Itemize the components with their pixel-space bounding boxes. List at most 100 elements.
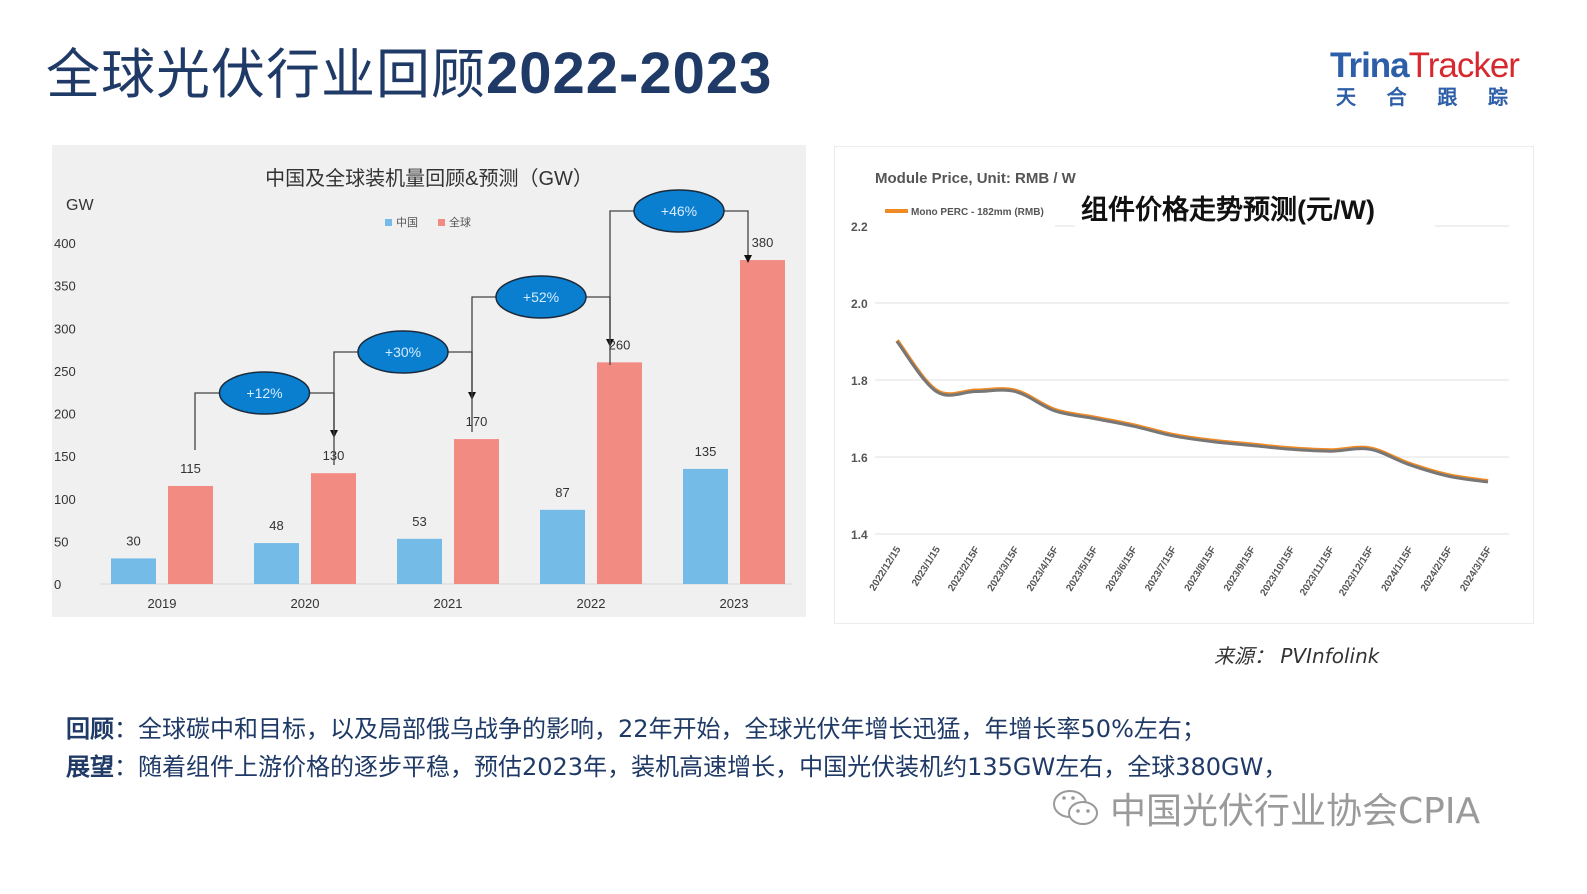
- x-tick: 2023/1/15: [910, 544, 943, 588]
- note-outlook: 展望：随着组件上游价格的逐步平稳，预估2023年，装机高速增长，中国光伏装机约1…: [66, 748, 1287, 786]
- growth-label: +52%: [523, 289, 559, 305]
- x-tick: 2023/8/15F: [1183, 545, 1219, 594]
- chart-title: 中国及全球装机量回顾&预测（GW）: [265, 167, 593, 190]
- note-label: 回顾: [66, 715, 114, 743]
- price-line: [895, 340, 1489, 484]
- note-text: ：随着组件上游价格的逐步平稳，预估2023年，装机高速增长，中国光伏装机约135…: [114, 753, 1288, 781]
- x-tick: 2023/11/15F: [1298, 545, 1337, 598]
- logo-cn-char: 跟: [1437, 85, 1458, 109]
- source-caption: 来源： PVInfolink: [1214, 644, 1380, 668]
- x-tick: 2023/4/15F: [1025, 545, 1061, 594]
- bar-china: [111, 558, 156, 584]
- bar-label-global: 115: [180, 461, 201, 476]
- bar-global: [740, 260, 785, 584]
- x-tick: 2022: [577, 596, 606, 611]
- bar-label-china: 135: [695, 444, 717, 459]
- bar-label-global: 170: [466, 414, 488, 429]
- x-tick: 2023: [720, 596, 749, 611]
- x-tick: 2023/12/15F: [1337, 545, 1376, 598]
- legend-swatch-china: [385, 219, 392, 226]
- growth-badge: [357, 330, 449, 374]
- growth-label: +12%: [246, 385, 282, 401]
- overlay-title-bg: [1075, 187, 1435, 237]
- growth-connector: [609, 210, 749, 365]
- bar-china: [540, 509, 585, 584]
- y-tick: 100: [54, 492, 76, 507]
- logo-tracker: Tracker: [1408, 46, 1520, 85]
- arrow-down-icon: [744, 255, 752, 263]
- line-chart-title: Module Price, Unit: RMB / W: [875, 170, 1077, 187]
- wechat-icon: [1053, 790, 1098, 825]
- y-tick: 150: [54, 449, 76, 464]
- x-tick: 2022/12/15: [868, 544, 904, 593]
- x-tick: 2024/3/15F: [1458, 545, 1494, 594]
- bar-label-china: 48: [269, 518, 283, 533]
- bar-label-global: 260: [609, 337, 631, 352]
- overlay-title: 组件价格走势预测(元/W): [1081, 194, 1375, 225]
- summary-notes: 回顾：全球碳中和目标，以及局部俄乌战争的影响，22年开始，全球光伏年增长迅猛，年…: [66, 710, 1287, 786]
- y-tick: 50: [54, 534, 68, 549]
- growth-label: +46%: [661, 203, 697, 219]
- line-chart-svg: Module Price, Unit: RMB / W 1.4 1.6 1.8 2.0 2…: [851, 170, 1509, 598]
- logo-cn-char: 踪: [1487, 85, 1508, 109]
- legend-china: 中国: [396, 216, 418, 229]
- watermark-text: 中国光伏行业协会CPIA: [1110, 791, 1481, 832]
- y-tick: 1.4: [851, 528, 868, 542]
- y-tick: 2.0: [851, 297, 868, 311]
- x-tick: 2023/6/15F: [1104, 545, 1140, 594]
- growth-badge: [218, 371, 311, 415]
- y-tick: 1.6: [851, 451, 868, 465]
- legend-swatch-global: [438, 219, 445, 226]
- growth-badge: [633, 189, 725, 233]
- y-tick: 400: [54, 236, 76, 251]
- legend-global: 全球: [449, 215, 471, 229]
- installation-bar-chart: 中国及全球装机量回顾&预测（GW） GW 0 50 100 150 200 250 300 350…: [52, 145, 806, 617]
- note-text: ：全球碳中和目标，以及局部俄乌战争的影响，22年开始，全球光伏年增长迅猛，年增长…: [114, 715, 1206, 743]
- logo-trina: Trina: [1330, 46, 1410, 85]
- x-tick: 2021: [434, 596, 463, 611]
- bar-label-global: 380: [752, 235, 774, 250]
- x-tick: 2023/2/15F: [946, 545, 982, 594]
- y-tick: 250: [54, 364, 76, 379]
- x-tick: 2023/9/15F: [1222, 545, 1258, 594]
- title-text: 全球光伏行业回顾: [46, 43, 486, 106]
- legend-label: Mono PERC - 182mm (RMB): [911, 207, 1044, 218]
- x-tick: 2023/10/15F: [1258, 545, 1297, 598]
- y-tick: 200: [54, 407, 76, 422]
- x-tick: 2023/5/15F: [1064, 545, 1100, 594]
- bar-global: [454, 439, 499, 584]
- legend-bg: [875, 199, 1055, 229]
- bar-global: [311, 473, 356, 584]
- y-tick: 0: [54, 577, 61, 592]
- bar-label-china: 30: [126, 533, 140, 548]
- y-tick: 2.2: [851, 220, 868, 234]
- bar-china: [683, 468, 728, 584]
- bar-label-china: 53: [412, 514, 426, 529]
- bar-china: [397, 538, 442, 584]
- bar-global: [597, 362, 642, 584]
- x-tick: 2024/2/15F: [1419, 545, 1455, 594]
- bar-global: [168, 485, 213, 584]
- x-tick: 2024/1/15F: [1380, 545, 1416, 594]
- bar-china: [254, 543, 299, 584]
- x-tick: 2023/3/15F: [986, 545, 1022, 594]
- trina-tracker-logo: TrinaTracker 天 合 跟 踪: [1330, 46, 1520, 108]
- note-review: 回顾：全球碳中和目标，以及局部俄乌战争的影响，22年开始，全球光伏年增长迅猛，年…: [66, 710, 1287, 748]
- y-tick: 300: [54, 321, 76, 336]
- x-tick: 2020: [291, 596, 320, 611]
- slide-title: 全球光伏行业回顾2022-2023: [46, 30, 772, 109]
- y-tick: 350: [54, 279, 76, 294]
- wechat-watermark: 中国光伏行业协会CPIA: [1050, 782, 1480, 834]
- x-tick: 2019: [148, 596, 177, 611]
- growth-label: +30%: [385, 344, 421, 360]
- growth-badge: [495, 275, 587, 319]
- title-years: 2022-2023: [486, 41, 773, 106]
- y-tick: 1.8: [851, 374, 868, 388]
- bar-label-china: 87: [555, 485, 569, 500]
- bar-chart-svg: 中国及全球装机量回顾&预测（GW） GW 0 50 100 150 200 250 300 350…: [54, 167, 792, 611]
- module-price-line-chart: Module Price, Unit: RMB / W 1.4 1.6 1.8 2.0 2…: [834, 146, 1534, 624]
- y-axis-unit: GW: [66, 197, 94, 214]
- note-label: 展望: [66, 753, 114, 781]
- logo-cn-char: 合: [1386, 85, 1407, 109]
- x-tick: 2023/7/15F: [1143, 545, 1179, 594]
